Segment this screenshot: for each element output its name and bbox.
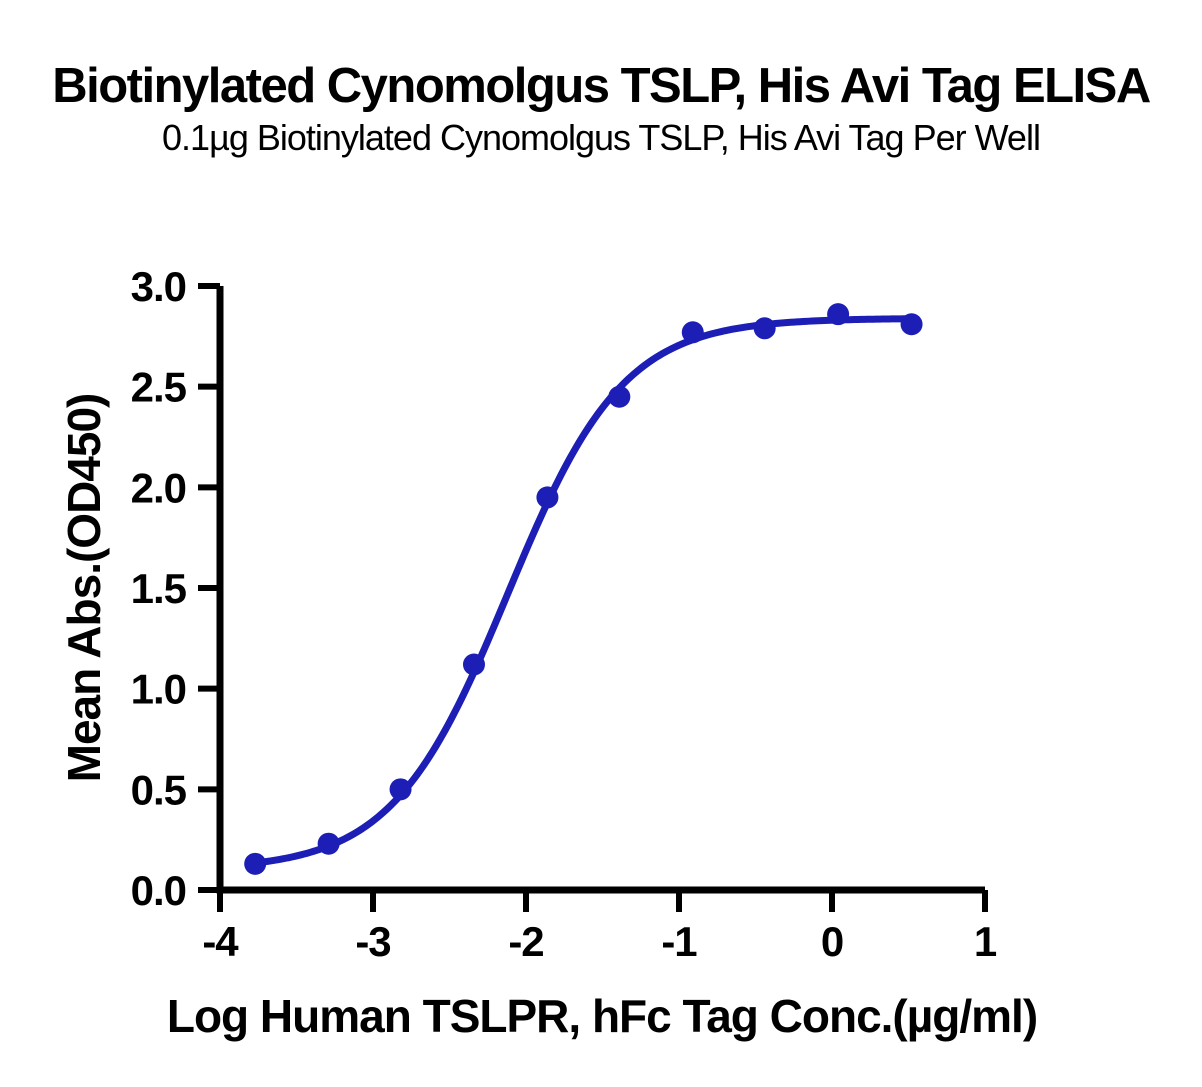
- x-tick-label: -3: [355, 918, 390, 965]
- x-tick-label: -1: [661, 918, 697, 965]
- y-tick-label: 1.0: [131, 666, 186, 713]
- y-tick-label: 2.0: [131, 464, 186, 511]
- data-point: [827, 303, 850, 326]
- data-point: [317, 832, 340, 855]
- y-axis-title: Mean Abs.(OD450): [58, 394, 110, 783]
- plot-area: -4 -3 -2 -1 0 1 0.0 0.5 1.0 1.5 2.0 2.5 3.0: [131, 263, 998, 965]
- data-point: [389, 778, 412, 801]
- data-point: [900, 313, 923, 336]
- data-point: [608, 385, 631, 408]
- y-tick-label: 1.5: [131, 565, 187, 612]
- dose-response-curve: [251, 315, 920, 867]
- x-tick-label: -4: [202, 918, 239, 965]
- y-tick-label: 0.0: [131, 867, 186, 914]
- x-tick-label: 0: [821, 918, 843, 965]
- chart-subtitle: 0.1µg Biotinylated Cynomolgus TSLP, His …: [162, 117, 1040, 158]
- data-point: [536, 486, 559, 509]
- y-tick-label: 2.5: [131, 364, 187, 411]
- y-tick-label: 3.0: [131, 263, 186, 310]
- data-point: [462, 653, 485, 676]
- y-tick-label: 0.5: [131, 766, 187, 813]
- data-point: [753, 317, 776, 340]
- data-point: [244, 852, 267, 875]
- x-tick-label: -2: [508, 918, 543, 965]
- x-axis-title: Log Human TSLPR, hFc Tag Conc.(µg/ml): [167, 990, 1037, 1042]
- data-point: [681, 321, 704, 344]
- chart-title: Biotinylated Cynomolgus TSLP, His Avi Ta…: [52, 59, 1151, 113]
- x-tick-label: 1: [974, 918, 997, 965]
